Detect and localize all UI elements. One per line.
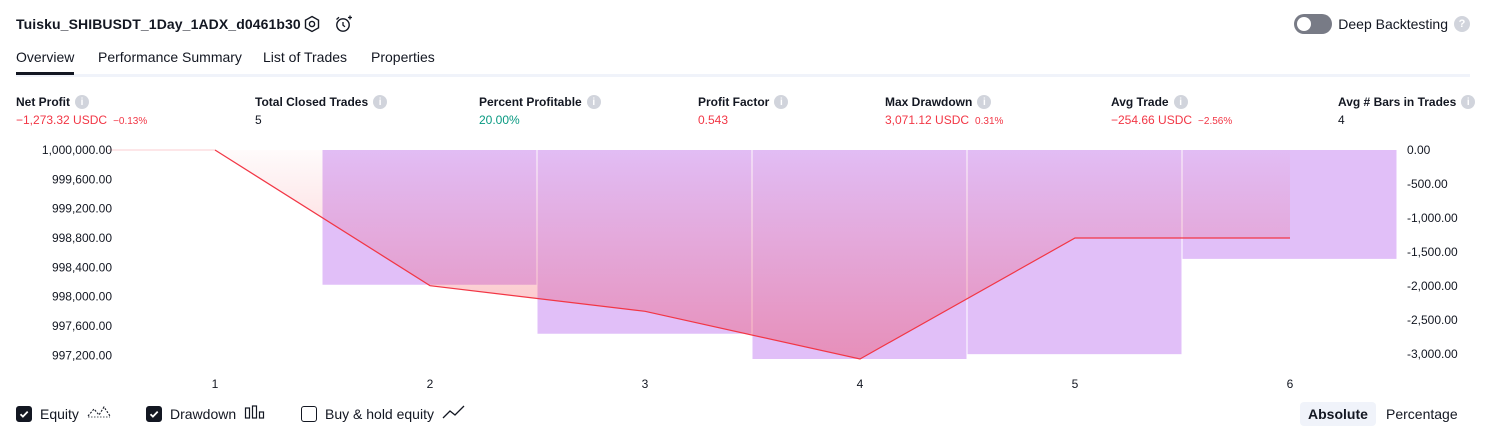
equity-area bbox=[215, 150, 1290, 359]
x-axis-tick-label: 3 bbox=[642, 377, 649, 391]
toggle-knob bbox=[1297, 17, 1312, 31]
drawdown-bars-icon bbox=[244, 404, 266, 423]
metric-label: Max Drawdown bbox=[885, 95, 973, 109]
metric-value: 4 bbox=[1338, 113, 1345, 127]
settings-icon[interactable] bbox=[302, 14, 322, 34]
metric-avg-bars: Avg # Bars in Trades i 4 bbox=[1338, 94, 1476, 127]
metric-value: 0.543 bbox=[698, 113, 729, 127]
tab-performance-summary[interactable]: Performance Summary bbox=[98, 49, 242, 65]
add-alert-icon[interactable] bbox=[334, 14, 354, 34]
info-icon[interactable]: i bbox=[977, 95, 992, 109]
metric-percent-profitable: Percent Profitable i 20.00% bbox=[479, 94, 601, 127]
legend-drawdown[interactable]: Drawdown bbox=[146, 404, 266, 423]
metric-value: 5 bbox=[255, 113, 262, 127]
equity-fill bbox=[215, 150, 1290, 359]
left-axis-tick-label: 998,000.00 bbox=[52, 290, 112, 304]
left-axis-tick-label: 997,200.00 bbox=[52, 348, 112, 362]
x-axis-tick-label: 4 bbox=[857, 377, 864, 391]
deep-backtesting-label: Deep Backtesting bbox=[1338, 16, 1448, 32]
right-axis-tick-label: -1,000.00 bbox=[1407, 211, 1458, 225]
right-axis-tick-label: -3,000.00 bbox=[1407, 347, 1458, 361]
metric-label: Avg # Bars in Trades bbox=[1338, 95, 1457, 109]
tab-list-of-trades[interactable]: List of Trades bbox=[263, 49, 348, 65]
legend-buy-hold[interactable]: Buy & hold equity bbox=[301, 404, 466, 423]
metric-label: Avg Trade bbox=[1111, 95, 1169, 109]
metric-value: 3,071.12 USDC bbox=[885, 113, 970, 127]
metric-label: Total Closed Trades bbox=[255, 95, 369, 109]
x-axis-tick-label: 5 bbox=[1072, 377, 1079, 391]
equity-drawdown-chart: 1,000,000.00 999,600.00 999,200.00 998,800.… bbox=[42, 143, 1458, 391]
metric-total-closed-trades: Total Closed Trades i 5 bbox=[255, 94, 388, 127]
right-axis-tick-label: -500.00 bbox=[1407, 177, 1448, 191]
deep-backtesting: Deep Backtesting ? bbox=[1294, 14, 1470, 34]
metric-label: Net Profit bbox=[16, 95, 70, 109]
metric-avg-trade: Avg Trade i −254.66 USDC −2.56% bbox=[1111, 94, 1232, 127]
tab-properties[interactable]: Properties bbox=[371, 49, 435, 65]
strategy-header: Tuisku_SHIBUSDT_1Day_1ADX_d0461b30 Deep … bbox=[16, 14, 1470, 36]
left-axis-tick-label: 998,800.00 bbox=[52, 231, 112, 245]
buy-hold-line-icon bbox=[442, 404, 466, 423]
metric-net-profit: Net Profit i −1,273.32 USDC −0.13% bbox=[16, 94, 147, 127]
info-icon[interactable]: i bbox=[586, 95, 601, 109]
metric-profit-factor: Profit Factor i 0.543 bbox=[698, 94, 789, 127]
legend-label: Equity bbox=[40, 405, 79, 422]
metric-value: 20.00% bbox=[479, 113, 520, 127]
left-axis-tick-label: 997,600.00 bbox=[52, 319, 112, 333]
right-axis-tick-label: -2,500.00 bbox=[1407, 313, 1458, 327]
buy-hold-checkbox[interactable] bbox=[301, 405, 317, 422]
x-axis-tick-label: 1 bbox=[212, 377, 219, 391]
x-axis-tick-label: 2 bbox=[427, 377, 434, 391]
legend-equity[interactable]: Equity bbox=[16, 404, 111, 423]
info-icon[interactable]: i bbox=[774, 95, 789, 109]
metric-sub-value: −2.56% bbox=[1198, 116, 1233, 127]
info-icon[interactable]: i bbox=[373, 95, 388, 109]
left-axis-tick-label: 999,600.00 bbox=[52, 172, 112, 186]
metric-label: Percent Profitable bbox=[479, 95, 582, 109]
strategy-title: Tuisku_SHIBUSDT_1Day_1ADX_d0461b30 bbox=[16, 16, 301, 32]
left-axis-tick-label: 998,400.00 bbox=[52, 260, 112, 274]
percentage-button[interactable]: Percentage bbox=[1386, 406, 1458, 422]
metric-sub-value: −0.13% bbox=[113, 116, 148, 127]
right-axis-tick-label: 0.00 bbox=[1407, 143, 1431, 157]
absolute-button[interactable]: Absolute bbox=[1300, 402, 1376, 426]
info-icon[interactable]: i bbox=[1173, 95, 1188, 109]
equity-series-line bbox=[214, 149, 1290, 360]
equity-line-icon bbox=[87, 404, 111, 423]
metric-value: −1,273.32 USDC bbox=[16, 113, 108, 127]
info-icon[interactable]: i bbox=[75, 95, 89, 109]
right-axis-tick-label: -2,000.00 bbox=[1407, 279, 1458, 293]
right-axis-tick-label: -1,500.00 bbox=[1407, 245, 1458, 259]
legend-label: Drawdown bbox=[170, 405, 237, 422]
x-axis-tick-label: 6 bbox=[1287, 377, 1294, 391]
axes: 1,000,000.00 999,600.00 999,200.00 998,800.… bbox=[42, 143, 1458, 391]
equity-checkbox[interactable] bbox=[16, 405, 32, 422]
legend-label: Buy & hold equity bbox=[325, 405, 434, 422]
drawdown-checkbox[interactable] bbox=[146, 405, 162, 422]
left-axis-tick-label: 999,200.00 bbox=[52, 202, 112, 216]
help-icon[interactable]: ? bbox=[1454, 16, 1470, 32]
tab-overview[interactable]: Overview bbox=[16, 49, 75, 75]
tab-bar: Overview Performance Summary List of Tra… bbox=[16, 48, 1470, 77]
equity-line bbox=[108, 149, 1290, 360]
info-icon[interactable]: i bbox=[1461, 95, 1476, 109]
metric-value: −254.66 USDC bbox=[1111, 113, 1193, 127]
metric-max-drawdown: Max Drawdown i 3,071.12 USDC 0.31% bbox=[885, 94, 1003, 127]
metric-label: Profit Factor bbox=[698, 95, 770, 109]
left-axis-tick-label: 1,000,000.00 bbox=[42, 143, 112, 157]
deep-backtesting-toggle[interactable] bbox=[1294, 14, 1333, 34]
metric-sub-value: 0.31% bbox=[975, 116, 1004, 127]
